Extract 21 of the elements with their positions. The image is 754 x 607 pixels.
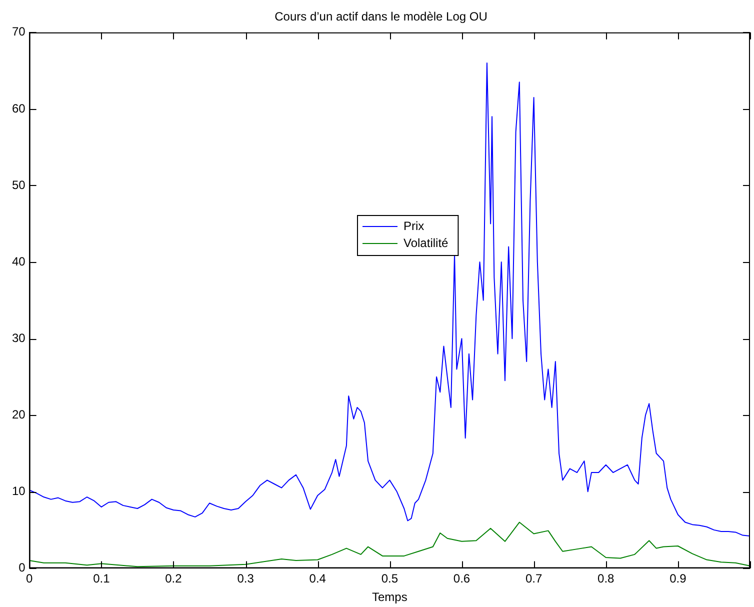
y-tick-label: 60 [12, 101, 26, 116]
legend-label: Volatilité [404, 236, 449, 250]
x-axis-title: Temps [372, 590, 408, 604]
x-tick-label: 0.8 [598, 572, 615, 586]
x-tick-label: 0.1 [93, 572, 110, 586]
legend-label: Prix [404, 218, 424, 233]
x-tick-label: 0.5 [381, 572, 398, 586]
x-tick-label: 0.6 [453, 572, 470, 586]
y-tick-label: 0 [18, 560, 26, 575]
x-tick-label: 0.9 [670, 572, 687, 586]
y-tick-label: 20 [12, 407, 26, 422]
x-tick-label: 0.7 [525, 572, 542, 586]
x-tick-label: 0.3 [237, 572, 254, 586]
x-tick-label: 0.2 [165, 572, 182, 586]
chart-title: Cours d’un actif dans le modèle Log OU [274, 10, 488, 24]
y-tick-label: 30 [12, 330, 26, 345]
x-tick-label: 0.4 [309, 572, 326, 586]
y-tick-label: 50 [12, 178, 26, 192]
y-tick-label: 70 [12, 24, 26, 39]
y-tick-label: 10 [12, 484, 26, 498]
y-tick-label: 40 [12, 254, 26, 268]
